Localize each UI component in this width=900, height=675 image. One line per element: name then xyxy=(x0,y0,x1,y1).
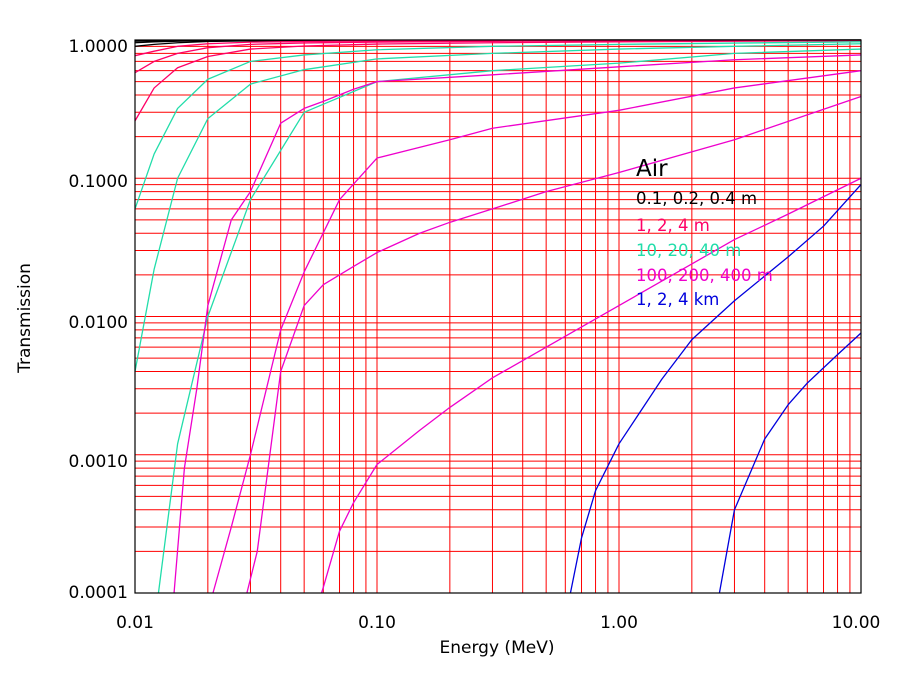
y-tick-label: 0.0001 xyxy=(69,583,128,603)
series-line-7 xyxy=(134,41,862,210)
series-line-13 xyxy=(320,177,862,594)
series-line-15 xyxy=(718,332,862,594)
series-line-12 xyxy=(246,95,862,594)
y-tick-labels: 1.0000 0.1000 0.0100 0.0010 0.0001 xyxy=(69,37,128,603)
x-tick-label: 10.00 xyxy=(832,613,881,633)
y-tick-label: 0.0100 xyxy=(69,313,128,333)
x-tick-label: 0.10 xyxy=(358,613,396,633)
series-line-8 xyxy=(134,43,862,372)
series-line-14 xyxy=(569,184,862,594)
legend-title: Air xyxy=(636,156,668,182)
legend-entry: 1, 2, 4 km xyxy=(636,290,719,309)
y-axis-label: Transmission xyxy=(15,263,35,374)
plot-frame xyxy=(134,39,862,594)
y-tick-label: 1.0000 xyxy=(69,37,128,57)
legend-entry: 10, 20, 40 m xyxy=(636,241,741,260)
series-line-10 xyxy=(173,54,862,594)
x-tick-label: 0.01 xyxy=(116,613,154,633)
x-axis-label: Energy (MeV) xyxy=(440,638,555,658)
grid xyxy=(135,40,861,593)
legend-entry: 1, 2, 4 m xyxy=(636,216,710,235)
legend-entry: 0.1, 0.2, 0.4 m xyxy=(636,189,757,208)
x-tick-label: 1.00 xyxy=(600,613,638,633)
series-line-11 xyxy=(212,70,862,594)
legend: Air 0.1, 0.2, 0.4 m 1, 2, 4 m 10, 20, 40… xyxy=(636,156,773,309)
legend-entry: 100, 200, 400 m xyxy=(636,266,773,285)
series-line-5 xyxy=(134,39,862,74)
series-line-9 xyxy=(157,48,862,594)
y-tick-label: 0.0010 xyxy=(69,452,128,472)
x-tick-labels: 0.01 0.10 1.00 10.00 xyxy=(116,613,880,633)
y-tick-label: 0.1000 xyxy=(69,172,128,192)
series-line-6 xyxy=(134,40,862,122)
